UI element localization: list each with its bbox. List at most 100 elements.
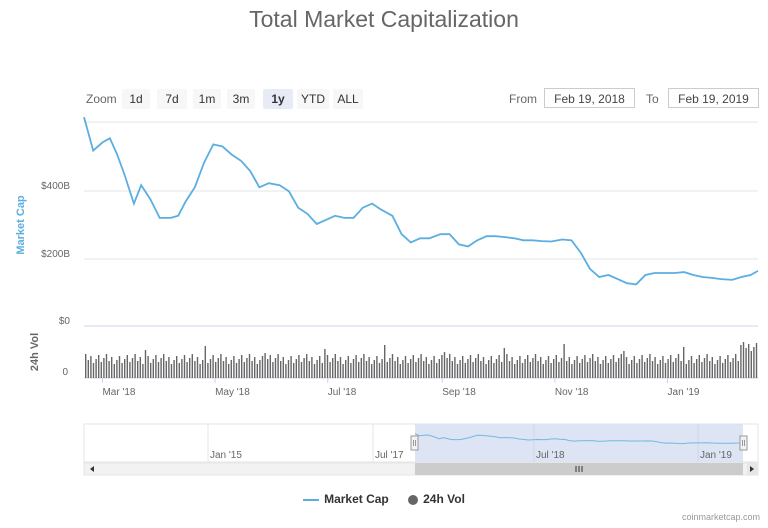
volume-bar bbox=[618, 358, 620, 378]
market-cap-line[interactable] bbox=[83, 116, 759, 286]
volume-bar bbox=[690, 356, 693, 378]
volume-bar bbox=[589, 358, 591, 378]
volume-bar bbox=[490, 356, 492, 378]
from-date-input[interactable]: Feb 19, 2018 bbox=[544, 88, 635, 108]
volume-bar bbox=[412, 355, 414, 378]
volume-bar bbox=[620, 354, 622, 378]
volume-bar bbox=[269, 355, 271, 378]
zoom-1m-button[interactable]: 1m bbox=[193, 89, 221, 109]
zoom-1d-button[interactable]: 1d bbox=[122, 89, 150, 109]
volume-bar bbox=[475, 358, 477, 378]
volume-bar bbox=[748, 344, 750, 378]
volume-bar bbox=[610, 359, 612, 378]
volume-bar bbox=[355, 355, 357, 378]
dot-swatch-icon bbox=[408, 494, 419, 505]
volume-bar bbox=[306, 354, 308, 378]
volume-bar bbox=[506, 354, 508, 378]
volume-bar bbox=[293, 363, 295, 378]
to-date-input[interactable]: Feb 19, 2019 bbox=[668, 88, 759, 108]
volume-bar bbox=[688, 360, 690, 378]
volume-bar bbox=[215, 362, 217, 378]
volume-bar bbox=[750, 351, 752, 378]
volume-bar bbox=[246, 358, 248, 378]
volume-bar bbox=[677, 354, 680, 378]
volume-bar bbox=[264, 353, 266, 378]
legend-item-market-cap[interactable]: Market Cap bbox=[303, 492, 389, 506]
y-tick-label: $200B bbox=[41, 249, 70, 260]
volume-bar bbox=[186, 362, 188, 378]
volume-bar bbox=[612, 355, 615, 378]
volume-bar bbox=[342, 364, 344, 378]
chart-title: Total Market Capitalization bbox=[249, 6, 519, 32]
volume-bar bbox=[519, 356, 521, 378]
scroll-left-arrow-icon[interactable] bbox=[90, 466, 94, 472]
volume-bar bbox=[350, 363, 352, 378]
volume-bar bbox=[316, 360, 318, 378]
volume-bar bbox=[87, 360, 89, 378]
zoom-ytd-button[interactable]: YTD bbox=[297, 89, 329, 109]
volume-bar bbox=[126, 355, 128, 378]
volume-bar bbox=[631, 360, 633, 378]
legend-label: Market Cap bbox=[324, 492, 389, 506]
volume-bar bbox=[576, 356, 578, 378]
volume-bar bbox=[516, 360, 518, 378]
zoom-3m-button[interactable]: 3m bbox=[227, 89, 255, 109]
volume-bar bbox=[256, 364, 258, 378]
navigator-tick-label: Jul '17 bbox=[375, 450, 404, 461]
zoom-1y-button[interactable]: 1y bbox=[263, 89, 293, 109]
volume-bar bbox=[459, 360, 461, 378]
volume-bar bbox=[443, 352, 446, 378]
volume-bar bbox=[446, 358, 448, 378]
volume-bar bbox=[290, 356, 292, 378]
zoom-7d-button[interactable]: 7d bbox=[157, 89, 187, 109]
volume-bar bbox=[222, 361, 225, 378]
volume-bar bbox=[430, 360, 433, 378]
volume-bar bbox=[560, 358, 563, 378]
volume-bar bbox=[124, 359, 126, 378]
navigator-handle-left[interactable] bbox=[410, 435, 419, 451]
volume-bar bbox=[584, 355, 586, 378]
volume-bar bbox=[287, 360, 290, 378]
volume-axis-title: 24h Vol bbox=[29, 333, 41, 371]
volume-bar bbox=[399, 364, 401, 378]
to-label: To bbox=[646, 92, 659, 106]
volume-bar bbox=[178, 363, 180, 378]
volume-bar bbox=[202, 360, 204, 378]
volume-bar bbox=[404, 356, 407, 378]
navigator-handle-right[interactable] bbox=[739, 435, 748, 451]
volume-bar bbox=[740, 345, 742, 378]
volume-bars bbox=[85, 342, 758, 378]
volume-bar bbox=[547, 356, 550, 378]
volume-bar bbox=[698, 355, 700, 378]
volume-bar bbox=[280, 361, 282, 378]
volume-bar bbox=[397, 357, 399, 378]
legend-item-24h-vol[interactable]: 24h Vol bbox=[408, 492, 465, 506]
volume-bar bbox=[693, 363, 695, 378]
volume-bar bbox=[599, 364, 602, 378]
volume-bar bbox=[540, 357, 542, 378]
volume-bar bbox=[228, 364, 230, 378]
volume-bar bbox=[121, 363, 123, 378]
volume-bar bbox=[196, 357, 199, 378]
volume-bar bbox=[137, 361, 139, 378]
volume-bar bbox=[168, 357, 170, 378]
y-tick-label: $400B bbox=[41, 181, 70, 192]
volume-bar bbox=[415, 362, 417, 378]
volume-bar bbox=[116, 360, 118, 378]
volume-bar bbox=[274, 358, 277, 378]
volume-bar bbox=[381, 359, 383, 378]
volume-bar bbox=[638, 359, 641, 378]
volume-bar bbox=[334, 354, 336, 378]
volume-bar bbox=[144, 350, 147, 378]
scroll-right-arrow-icon[interactable] bbox=[750, 466, 754, 472]
volume-bar bbox=[550, 363, 552, 378]
volume-bar bbox=[389, 358, 391, 378]
zoom-all-button[interactable]: ALL bbox=[333, 89, 363, 109]
volume-bar bbox=[251, 361, 253, 378]
volume-bar bbox=[129, 362, 131, 378]
volume-bar bbox=[498, 355, 500, 378]
volume-bar bbox=[641, 355, 643, 378]
volume-bar bbox=[680, 361, 682, 378]
volume-bar bbox=[511, 357, 513, 378]
volume-bar bbox=[212, 355, 214, 378]
